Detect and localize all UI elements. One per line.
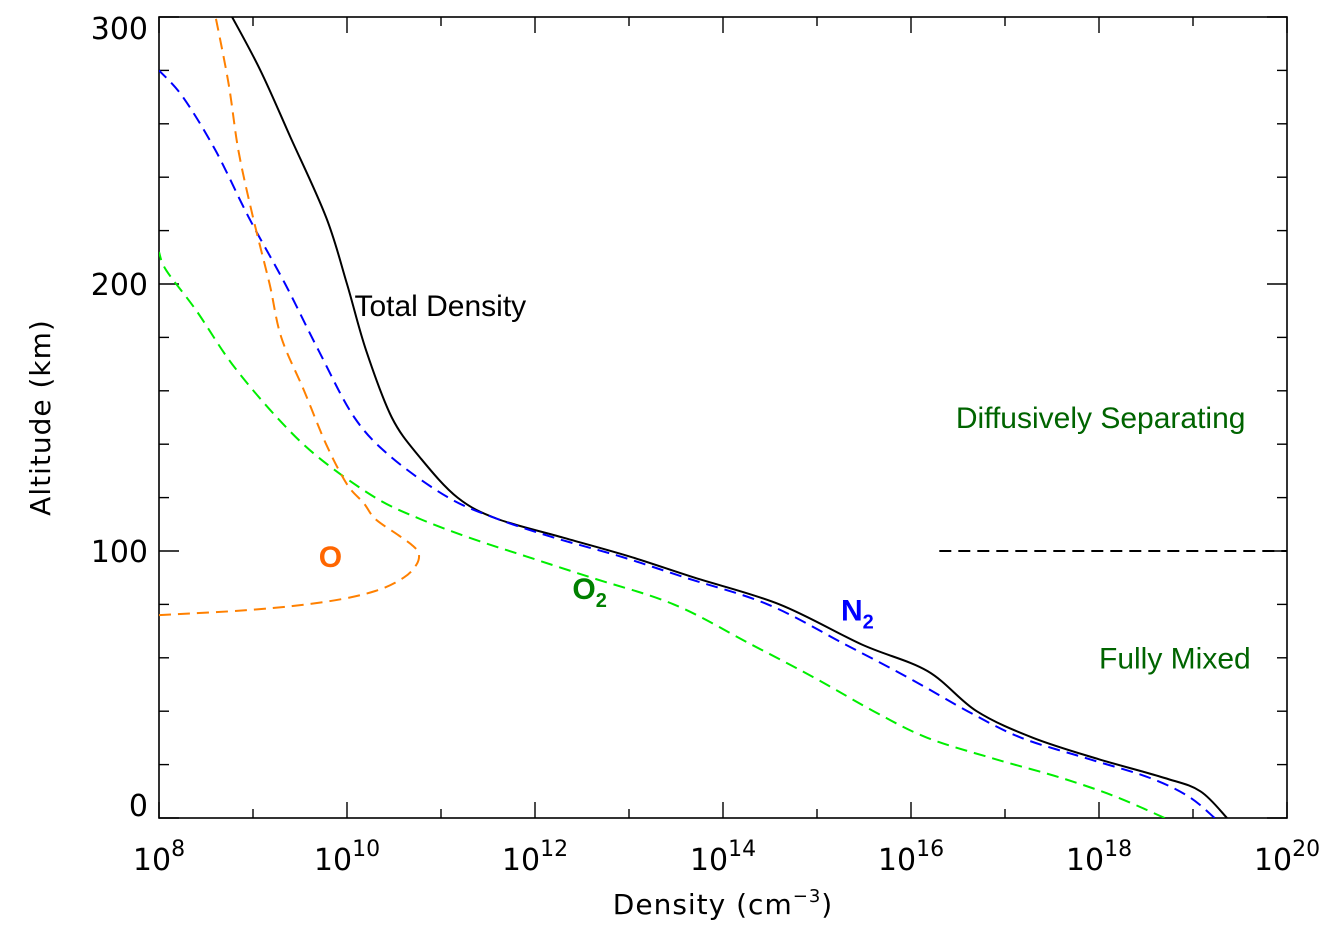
y-tick-label: 0 xyxy=(129,789,148,824)
series-group xyxy=(159,17,1287,818)
x-tick-label: 108 xyxy=(133,837,185,878)
annotation-total: Total Density xyxy=(354,290,526,323)
y-tick-label: 300 xyxy=(91,12,148,47)
x-tick-label: 1020 xyxy=(1254,837,1320,878)
annotation-o2: O2 xyxy=(572,573,606,612)
series-line-n2 xyxy=(159,69,1216,818)
x-tick-label: 1014 xyxy=(690,837,756,878)
x-tick-label: 1018 xyxy=(1066,837,1132,878)
annotation-diffuse: Diffusively Separating xyxy=(956,402,1246,435)
x-tick-label: 1016 xyxy=(878,837,944,878)
y-axis-title: Altitude (km) xyxy=(24,319,57,516)
x-axis-title: Density (cm−3) xyxy=(613,886,833,921)
annotation-o: O xyxy=(319,541,342,574)
axis-ticks xyxy=(158,16,1288,819)
series-line-o xyxy=(159,17,421,617)
y-tick-label: 100 xyxy=(91,535,148,570)
y-tick-label: 200 xyxy=(91,268,148,303)
series-line-total xyxy=(231,17,1228,818)
series-line-o2 xyxy=(159,251,1166,818)
x-tick-label: 1012 xyxy=(502,837,568,878)
annotation-mixed: Fully Mixed xyxy=(1099,642,1251,675)
x-tick-label: 1010 xyxy=(314,837,380,878)
annotation-n2: N2 xyxy=(841,594,874,633)
